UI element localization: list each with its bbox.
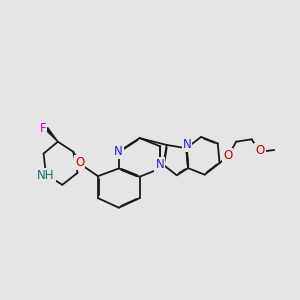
Text: F: F [40,122,46,134]
Text: O: O [75,156,85,169]
Text: N: N [182,138,191,151]
Text: O: O [255,144,265,157]
Polygon shape [73,152,81,164]
Text: N: N [155,158,164,171]
Text: NH: NH [37,169,55,182]
Text: O: O [223,148,232,162]
Polygon shape [45,128,58,142]
Text: N: N [114,145,123,158]
